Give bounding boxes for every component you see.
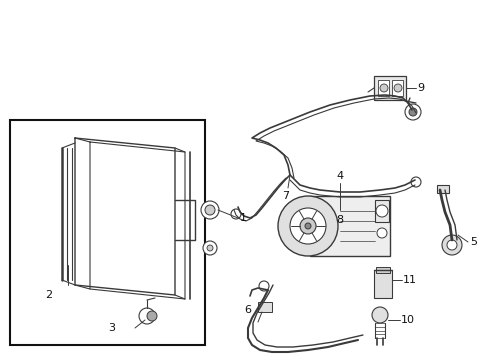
Bar	[10, 120, 204, 345]
Bar	[375, 267, 389, 273]
Bar	[258, 302, 271, 312]
Circle shape	[408, 108, 416, 116]
Circle shape	[376, 228, 386, 238]
Text: 11: 11	[402, 275, 416, 285]
Bar	[391, 80, 402, 96]
Circle shape	[375, 205, 387, 217]
Circle shape	[446, 240, 456, 250]
Circle shape	[299, 218, 315, 234]
Circle shape	[206, 245, 213, 251]
Circle shape	[203, 241, 217, 255]
Text: 5: 5	[469, 237, 476, 247]
Text: 1: 1	[240, 213, 246, 223]
Circle shape	[289, 208, 325, 244]
Bar	[436, 185, 448, 193]
Circle shape	[204, 205, 215, 215]
Bar	[373, 270, 391, 298]
Circle shape	[278, 196, 337, 256]
Text: 9: 9	[416, 83, 423, 93]
Circle shape	[201, 201, 219, 219]
Text: 2: 2	[45, 290, 52, 300]
Circle shape	[393, 84, 401, 92]
Text: 10: 10	[400, 315, 414, 325]
Text: 7: 7	[282, 191, 288, 201]
Circle shape	[259, 281, 268, 291]
Bar	[377, 80, 388, 96]
Text: 6: 6	[244, 305, 250, 315]
Bar	[374, 200, 388, 222]
Circle shape	[404, 104, 420, 120]
Circle shape	[379, 84, 387, 92]
Circle shape	[305, 223, 310, 229]
Text: 4: 4	[335, 171, 343, 181]
Text: 3: 3	[108, 323, 115, 333]
Circle shape	[441, 235, 461, 255]
Circle shape	[139, 308, 155, 324]
Circle shape	[410, 177, 420, 187]
Bar	[309, 196, 389, 256]
Circle shape	[230, 209, 241, 219]
Text: 8: 8	[335, 215, 343, 225]
Circle shape	[147, 311, 157, 321]
Bar	[373, 76, 405, 100]
Circle shape	[371, 307, 387, 323]
